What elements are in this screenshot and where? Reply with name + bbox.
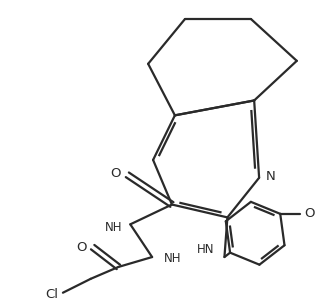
Text: N: N bbox=[266, 170, 276, 183]
Text: NH: NH bbox=[105, 221, 122, 234]
Text: NH: NH bbox=[164, 252, 181, 264]
Text: O: O bbox=[110, 167, 120, 180]
Text: Cl: Cl bbox=[45, 288, 58, 301]
Text: HN: HN bbox=[197, 242, 215, 256]
Text: O: O bbox=[304, 207, 315, 220]
Text: O: O bbox=[76, 241, 87, 254]
